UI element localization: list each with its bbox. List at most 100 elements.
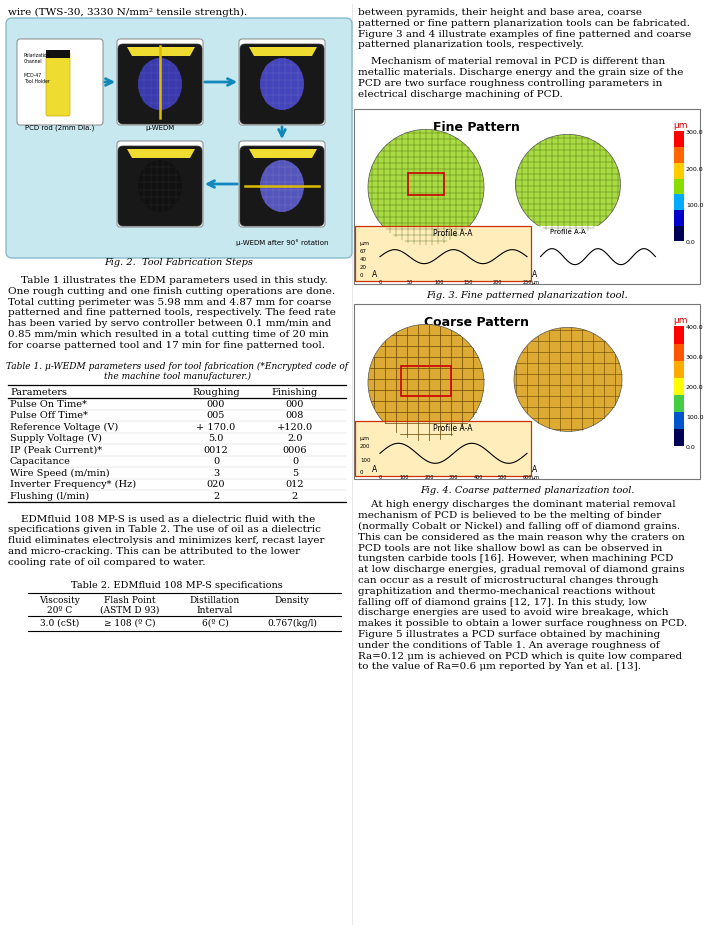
Text: 5.0: 5.0 bbox=[208, 433, 224, 443]
Text: μm: μm bbox=[532, 475, 540, 480]
Circle shape bbox=[368, 325, 484, 441]
Text: Roughing: Roughing bbox=[192, 387, 240, 396]
Text: 0: 0 bbox=[213, 457, 219, 465]
Text: 005: 005 bbox=[207, 411, 225, 420]
Text: Profile A-A: Profile A-A bbox=[550, 229, 586, 235]
Text: Profile A-A: Profile A-A bbox=[433, 229, 472, 238]
Bar bbox=[674, 396, 684, 413]
Text: 3.0 (cSt): 3.0 (cSt) bbox=[40, 618, 80, 627]
FancyBboxPatch shape bbox=[17, 40, 103, 126]
Polygon shape bbox=[249, 150, 317, 159]
Text: 500: 500 bbox=[498, 475, 507, 480]
FancyBboxPatch shape bbox=[354, 110, 700, 285]
Text: Viscosity: Viscosity bbox=[39, 595, 80, 604]
Text: μ-WEDM after 90° rotation: μ-WEDM after 90° rotation bbox=[236, 239, 328, 245]
FancyBboxPatch shape bbox=[240, 147, 324, 227]
Text: ≥ 108 (º C): ≥ 108 (º C) bbox=[104, 618, 156, 627]
Text: A: A bbox=[372, 464, 377, 473]
Text: + 170.0: + 170.0 bbox=[196, 422, 236, 431]
Text: 0: 0 bbox=[379, 280, 382, 285]
FancyBboxPatch shape bbox=[355, 422, 531, 477]
Text: 0.0: 0.0 bbox=[686, 445, 696, 449]
Text: This can be considered as the main reason why the craters on: This can be considered as the main reaso… bbox=[358, 532, 685, 541]
Text: 000: 000 bbox=[286, 399, 304, 408]
Text: Fig. 4. Coarse patterned planarization tool.: Fig. 4. Coarse patterned planarization t… bbox=[420, 486, 634, 495]
Text: Flash Point: Flash Point bbox=[104, 595, 156, 604]
Text: 5: 5 bbox=[292, 468, 298, 477]
Text: 0: 0 bbox=[379, 475, 382, 480]
Text: 0.0: 0.0 bbox=[686, 240, 696, 244]
Text: 2: 2 bbox=[213, 491, 219, 500]
Text: Finishing: Finishing bbox=[272, 387, 318, 396]
Text: A: A bbox=[532, 464, 538, 473]
Text: 300.0: 300.0 bbox=[686, 355, 703, 360]
Text: μ-WEDM: μ-WEDM bbox=[145, 125, 175, 131]
Text: Polarization
Channel: Polarization Channel bbox=[24, 53, 51, 64]
Text: fluid eliminates electrolysis and minimizes kerf, recast layer: fluid eliminates electrolysis and minimi… bbox=[8, 535, 325, 545]
Text: Parameters: Parameters bbox=[10, 387, 67, 396]
Text: 100.0: 100.0 bbox=[686, 203, 703, 208]
Text: 150: 150 bbox=[463, 280, 473, 285]
Text: patterned planarization tools, respectively.: patterned planarization tools, respectiv… bbox=[358, 41, 584, 49]
Bar bbox=[674, 132, 684, 148]
Text: Profile A-A: Profile A-A bbox=[433, 424, 472, 433]
Text: μm: μm bbox=[674, 316, 688, 325]
Text: between pyramids, their height and base area, coarse: between pyramids, their height and base … bbox=[358, 8, 642, 17]
Text: metallic materials. Discharge energy and the grain size of the: metallic materials. Discharge energy and… bbox=[358, 68, 684, 76]
Text: 20: 20 bbox=[360, 265, 367, 270]
Text: 2.0: 2.0 bbox=[287, 433, 303, 443]
Text: Distillation: Distillation bbox=[190, 595, 240, 604]
Text: (normally Cobalt or Nickel) and falling off of diamond grains.: (normally Cobalt or Nickel) and falling … bbox=[358, 521, 680, 531]
Polygon shape bbox=[249, 48, 317, 57]
Polygon shape bbox=[127, 48, 195, 57]
Text: discharge energies are used to avoid wire breakage, which: discharge energies are used to avoid wir… bbox=[358, 608, 669, 616]
Ellipse shape bbox=[514, 329, 622, 432]
Text: falling off of diamond grains [12, 17]. In this study, low: falling off of diamond grains [12, 17]. … bbox=[358, 597, 647, 606]
Text: Ra=0.12 μm is achieved on PCD which is quite low compared: Ra=0.12 μm is achieved on PCD which is q… bbox=[358, 651, 682, 660]
Bar bbox=[674, 148, 684, 163]
Bar bbox=[674, 345, 684, 362]
Text: 50: 50 bbox=[406, 280, 413, 285]
Text: Mechanism of material removal in PCD is different than: Mechanism of material removal in PCD is … bbox=[358, 58, 665, 66]
Bar bbox=[674, 430, 684, 447]
Text: 0: 0 bbox=[292, 457, 298, 465]
Text: Interval: Interval bbox=[197, 605, 233, 614]
Text: μm: μm bbox=[674, 121, 688, 130]
Bar bbox=[674, 327, 684, 345]
Text: 0: 0 bbox=[360, 470, 363, 475]
Text: 6(º C): 6(º C) bbox=[201, 618, 228, 627]
Text: makes it possible to obtain a lower surface roughness on PCD.: makes it possible to obtain a lower surf… bbox=[358, 618, 687, 628]
Bar bbox=[674, 179, 684, 195]
Text: to the value of Ra=0.6 μm reported by Yan et al. [13].: to the value of Ra=0.6 μm reported by Ya… bbox=[358, 662, 641, 670]
FancyBboxPatch shape bbox=[537, 228, 665, 282]
Ellipse shape bbox=[138, 59, 182, 110]
Text: cooling rate of oil compared to water.: cooling rate of oil compared to water. bbox=[8, 557, 206, 566]
Text: patterned or fine pattern planarization tools can be fabricated.: patterned or fine pattern planarization … bbox=[358, 19, 690, 27]
Text: MCD-47
Tool Holder: MCD-47 Tool Holder bbox=[24, 73, 50, 84]
Text: (ASTM D 93): (ASTM D 93) bbox=[100, 605, 160, 614]
Text: graphitization and thermo-mechanical reactions without: graphitization and thermo-mechanical rea… bbox=[358, 586, 655, 595]
Text: One rough cutting and one finish cutting operations are done.: One rough cutting and one finish cutting… bbox=[8, 286, 335, 295]
Text: Flushing (l/min): Flushing (l/min) bbox=[10, 491, 89, 500]
Text: 100.0: 100.0 bbox=[686, 414, 703, 419]
FancyBboxPatch shape bbox=[117, 40, 203, 126]
Text: 300: 300 bbox=[449, 475, 458, 480]
Text: has been varied by servo controller between 0.1 mm/min and: has been varied by servo controller betw… bbox=[8, 319, 332, 328]
Text: 100: 100 bbox=[360, 458, 370, 463]
Text: Capacitance: Capacitance bbox=[10, 457, 71, 465]
Text: Figure 5 illustrates a PCD surface obtained by machining: Figure 5 illustrates a PCD surface obtai… bbox=[358, 630, 660, 638]
Text: 000: 000 bbox=[207, 399, 225, 408]
Text: At high energy discharges the dominant material removal: At high energy discharges the dominant m… bbox=[358, 500, 676, 509]
FancyBboxPatch shape bbox=[240, 45, 324, 125]
Text: Coarse Pattern: Coarse Pattern bbox=[424, 316, 529, 329]
Text: +120.0: +120.0 bbox=[277, 422, 313, 431]
FancyBboxPatch shape bbox=[117, 142, 203, 228]
Text: electrical discharge machining of PCD.: electrical discharge machining of PCD. bbox=[358, 90, 562, 98]
Text: PCD tools are not like shallow bowl as can be observed in: PCD tools are not like shallow bowl as c… bbox=[358, 543, 662, 552]
Ellipse shape bbox=[515, 135, 620, 235]
Text: A: A bbox=[532, 270, 538, 278]
Polygon shape bbox=[127, 150, 195, 159]
Text: 400: 400 bbox=[473, 475, 483, 480]
Text: Inverter Frequency* (Hz): Inverter Frequency* (Hz) bbox=[10, 480, 136, 489]
Ellipse shape bbox=[260, 160, 304, 212]
